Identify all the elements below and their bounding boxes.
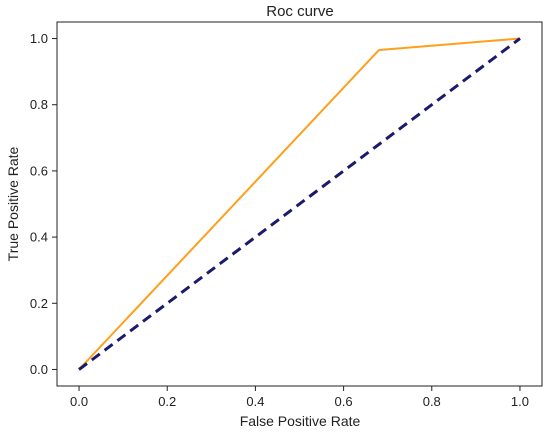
y-axis-ticks: 0.0 0.2 0.4 0.6 0.8 1.0 — [30, 31, 57, 377]
y-tick-label: 0.0 — [30, 362, 48, 377]
roc-curve-line — [78, 37, 521, 371]
y-tick-label: 0.6 — [30, 163, 48, 178]
plot-series — [78, 37, 521, 371]
y-tick-label: 0.8 — [30, 97, 48, 112]
x-tick-label: 0.8 — [423, 394, 441, 409]
x-axis-label: False Positive Rate — [240, 413, 361, 429]
x-tick-label: 0.0 — [70, 394, 88, 409]
y-tick-label: 1.0 — [30, 31, 48, 46]
chart-title: Roc curve — [266, 3, 334, 20]
plot-frame — [56, 21, 543, 387]
y-axis-label: True Positive Rate — [5, 146, 21, 261]
x-tick-label: 0.4 — [246, 394, 264, 409]
x-tick-label: 0.2 — [158, 394, 176, 409]
x-tick-label: 1.0 — [511, 394, 529, 409]
diagonal-reference-line — [78, 37, 521, 371]
x-tick-label: 0.6 — [335, 394, 353, 409]
y-tick-label: 0.2 — [30, 296, 48, 311]
y-tick-label: 0.4 — [30, 230, 48, 245]
x-axis-ticks: 0.0 0.2 0.4 0.6 0.8 1.0 — [70, 386, 529, 409]
